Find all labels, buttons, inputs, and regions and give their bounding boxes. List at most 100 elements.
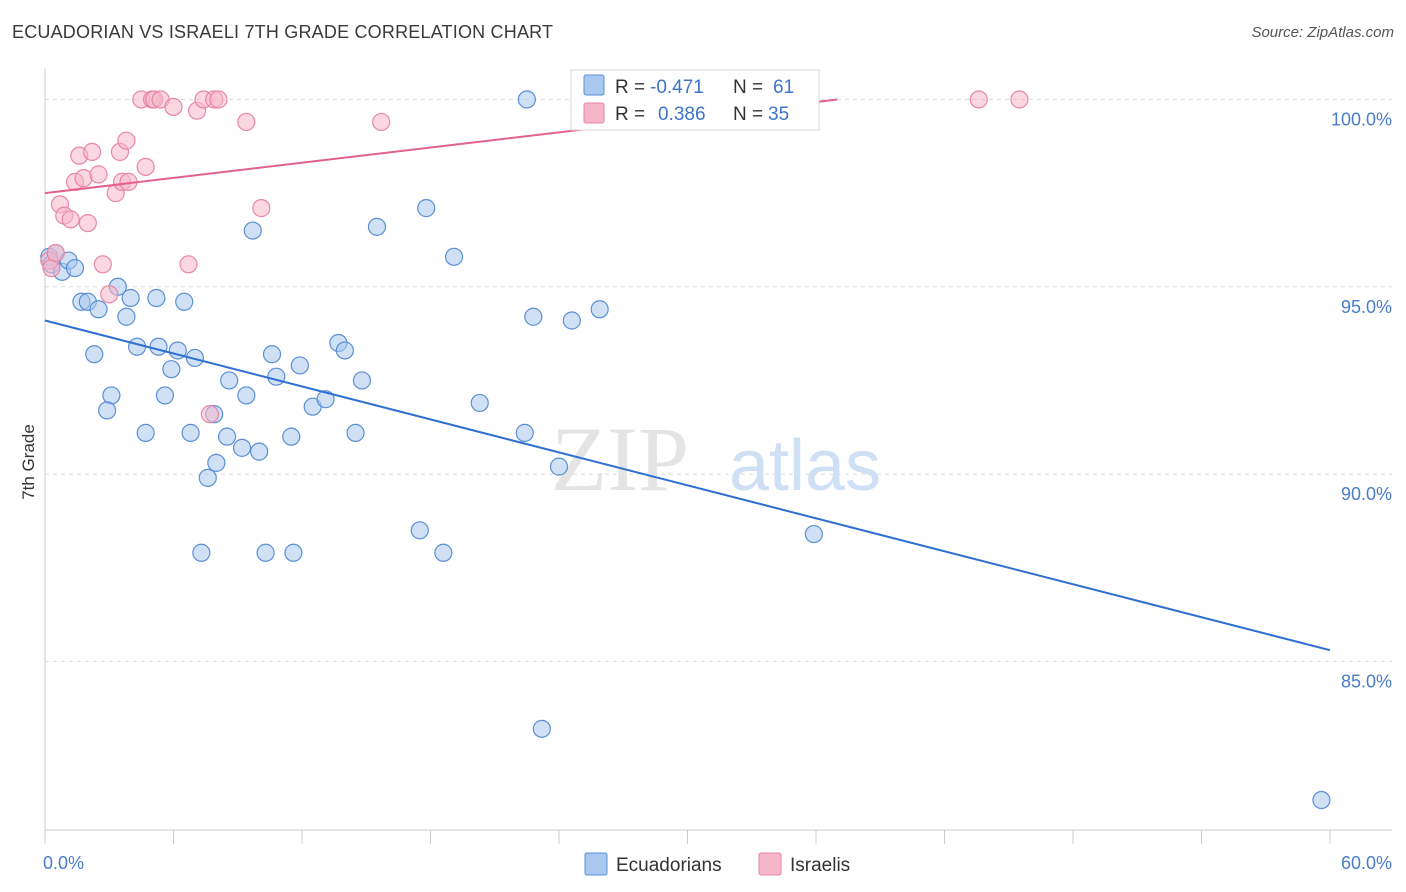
point-israeli [372,112,391,132]
chart-title: ECUADORIAN VS ISRAELI 7TH GRADE CORRELAT… [12,22,554,42]
point-israeli [252,199,271,218]
point-ecuadorian [198,468,217,487]
axes [44,68,1392,844]
stats-n-value-1: 61 [773,77,794,98]
point-ecuadorian [121,288,140,308]
point-ecuadorian [346,423,365,442]
point-israeli [93,255,112,274]
legend-swatch-ecuadorians [584,852,608,876]
point-israeli [78,213,97,233]
point-ecuadorian [232,438,252,457]
point-ecuadorian [316,390,335,409]
point-israeli [89,165,108,184]
data-points [40,90,1331,810]
stats-legend-swatch-israelis [583,102,605,124]
point-ecuadorian [65,258,85,278]
point-ecuadorian [284,543,303,562]
point-ecuadorian [282,427,301,446]
point-ecuadorian [117,307,136,326]
watermark-zip: ZIP [551,408,689,510]
trend-line-ecuadorians [44,319,1331,652]
stats-legend: R = -0.471 N = 61 R = 0.386 N = 35 [570,69,820,131]
point-israeli [164,97,183,117]
point-ecuadorian [162,360,181,379]
watermark: ZIP atlas [551,408,881,510]
point-ecuadorian [127,337,147,356]
point-israeli [74,169,93,188]
y-axis-label: 7th Grade [19,424,38,500]
y-tick-label: 95.0% [1341,297,1392,317]
point-ecuadorian [175,292,194,311]
tick-labels: 85.0% 90.0% 95.0% 100.0% 0.0% 60.0% [43,109,1392,873]
point-ecuadorian [181,423,200,442]
point-ecuadorian [532,719,551,738]
x-tick-label: 60.0% [1341,853,1392,873]
point-ecuadorian [417,199,436,218]
point-ecuadorian [804,524,823,544]
point-ecuadorian [367,217,387,236]
point-israeli [46,243,65,263]
legend-swatch-israelis [758,852,782,876]
watermark-atlas: atlas [729,426,881,506]
y-tick-label: 100.0% [1331,109,1392,129]
point-ecuadorian [515,423,534,442]
point-ecuadorian [250,442,269,461]
point-israeli [209,90,228,109]
trend-lines [44,98,1331,652]
point-ecuadorian [256,543,275,562]
legend-label-israelis: Israelis [790,855,850,876]
point-ecuadorian [102,386,121,405]
point-ecuadorian [470,393,489,413]
point-ecuadorian [444,247,464,266]
stats-r-value-1: -0.471 [650,77,704,98]
point-ecuadorian [517,90,536,109]
point-ecuadorian [262,345,282,364]
point-israeli [969,90,988,109]
point-ecuadorian [237,386,256,405]
stats-legend-swatch-ecuadorians [583,74,605,96]
stats-legend-box [570,69,820,131]
point-ecuadorian [98,401,117,420]
point-ecuadorian [149,337,168,356]
point-ecuadorian [192,543,211,562]
point-ecuadorian [1312,790,1331,810]
stats-r-label-1: R = [615,77,645,98]
point-israeli [136,157,155,176]
stats-r-value-2: 0.386 [658,104,706,125]
point-ecuadorian [207,453,226,472]
point-israeli [100,285,119,304]
point-israeli [83,142,102,162]
x-tick-label: 0.0% [43,853,84,873]
point-ecuadorian [85,345,104,364]
point-israeli [1010,90,1029,109]
chart-source: Source: ZipAtlas.com [1251,24,1394,41]
y-tick-label: 85.0% [1341,671,1392,691]
point-ecuadorian [243,221,262,240]
point-ecuadorian [267,367,286,386]
point-ecuadorian [335,341,354,360]
y-tick-label: 90.0% [1341,484,1392,504]
bottom-legend: Ecuadorians Israelis [584,852,850,876]
point-ecuadorian [89,300,108,319]
point-ecuadorian [352,371,372,390]
point-israeli [179,255,198,274]
point-ecuadorian [136,423,155,442]
point-israeli [61,210,80,229]
stats-n-label-1: N = [733,77,763,98]
point-ecuadorian [155,386,175,405]
point-ecuadorian [220,371,239,390]
stats-n-label-2: N = [733,104,763,125]
point-ecuadorian [549,457,569,476]
stats-n-value-2: 35 [768,104,789,125]
point-israeli [42,258,61,278]
point-ecuadorian [590,300,609,319]
stats-r-label-2: R = [615,104,645,125]
point-ecuadorian [434,543,453,562]
point-ecuadorian [290,356,309,375]
point-ecuadorian [410,521,429,540]
legend-label-ecuadorians: Ecuadorians [616,855,722,876]
point-ecuadorian [562,311,581,330]
point-israeli [237,112,256,132]
point-ecuadorian [217,427,237,446]
